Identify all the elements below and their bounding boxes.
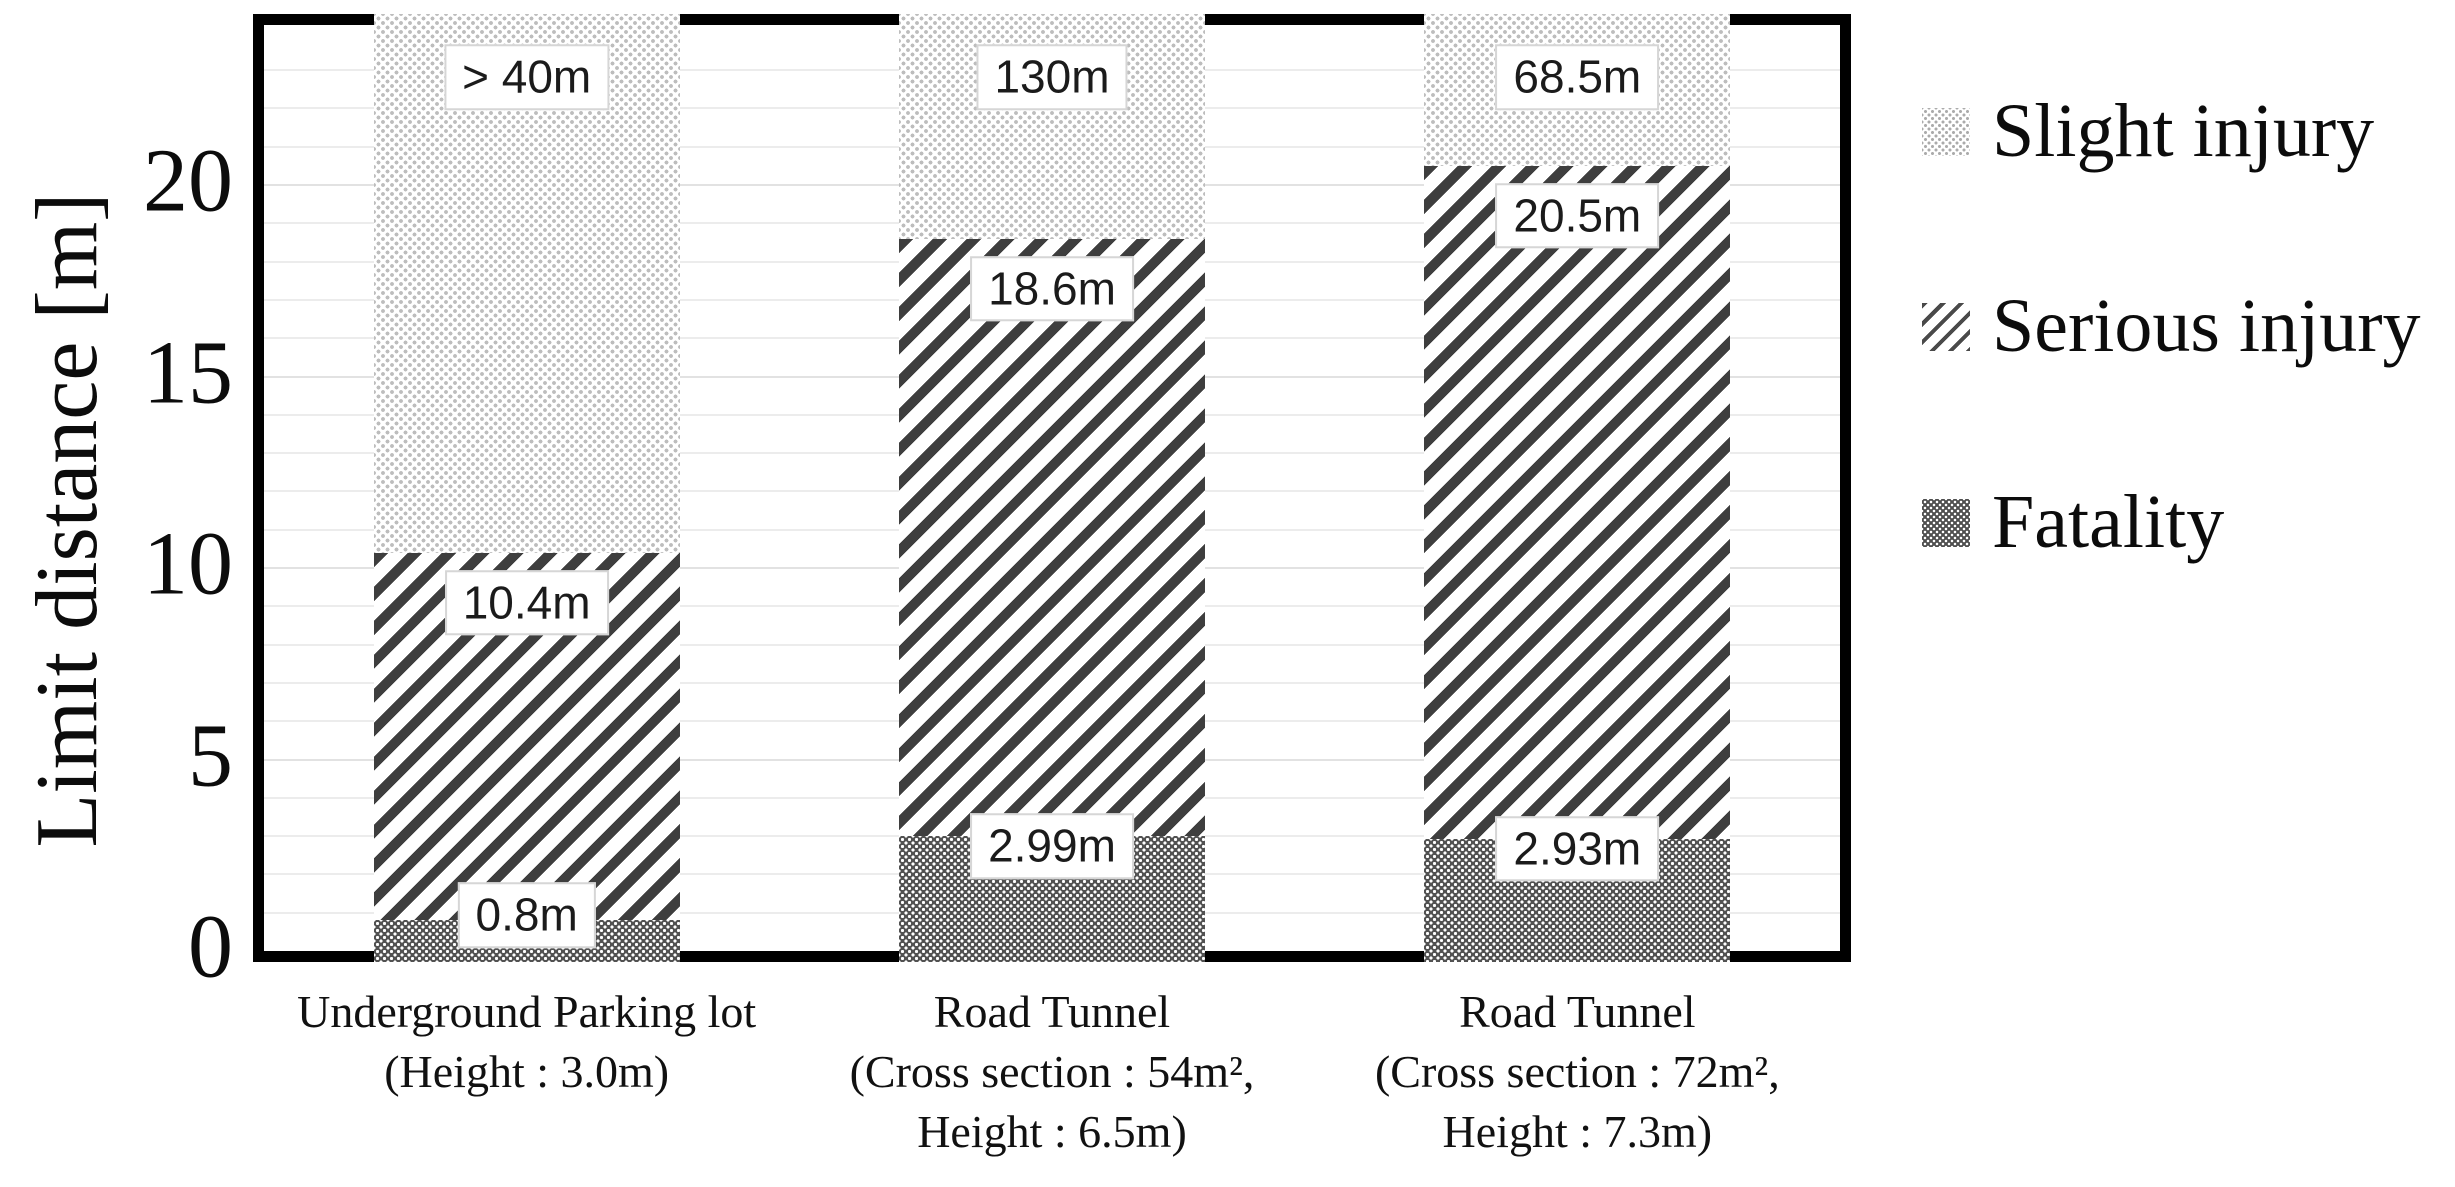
y-tick-label: 0 — [188, 897, 233, 997]
category-label-line: (Cross section : 54m², — [849, 1046, 1255, 1097]
legend-label: Fatality — [1992, 480, 2225, 565]
serious-injury-value-label: 18.6m — [970, 255, 1134, 322]
fatality-value-label: 0.8m — [457, 882, 596, 948]
category-label-line: (Cross section : 72m², — [1374, 1046, 1780, 1097]
category-label: Underground Parking lot (Height : 3.0m) — [247, 982, 807, 1102]
plot-area: > 40m 10.4m 0.8m 130m 18.6m 2.99m 68.5m 20.5m 2.… — [253, 14, 1851, 962]
bar-segment-serious-injury — [1424, 165, 1731, 839]
y-tick-label: 5 — [188, 705, 233, 805]
category-label: Road Tunnel (Cross section : 54m², Height … — [772, 982, 1332, 1162]
category-label-line: Height : 6.5m) — [917, 1106, 1187, 1157]
light-dots-swatch-icon — [1922, 108, 1970, 156]
dark-checker-swatch-icon — [1922, 499, 1970, 547]
slight-injury-value-label: 130m — [976, 44, 1128, 110]
serious-injury-value-label: 10.4m — [444, 569, 609, 636]
legend-item-fatality: Fatality — [1922, 478, 2224, 568]
legend-item-serious-injury: Serious injury — [1922, 282, 2421, 372]
slight-injury-value-label: > 40m — [444, 44, 610, 110]
legend-label: Serious injury — [1992, 284, 2421, 369]
fatality-value-label: 2.99m — [970, 813, 1134, 880]
category-label-line: Road Tunnel — [933, 986, 1171, 1037]
legend-item-slight-injury: Slight injury — [1922, 87, 2374, 177]
y-tick-label: 20 — [143, 131, 233, 231]
category-label-line: Road Tunnel — [1459, 986, 1696, 1037]
bar-segment-serious-injury — [899, 238, 1205, 837]
serious-injury-value-label: 20.5m — [1495, 183, 1660, 249]
y-tick-label: 10 — [143, 514, 233, 614]
fatality-value-label: 2.93m — [1495, 816, 1660, 882]
category-label-line: (Height : 3.0m) — [384, 1046, 670, 1097]
legend-label: Slight injury — [1992, 89, 2375, 174]
category-label-line: Height : 7.3m) — [1442, 1106, 1713, 1157]
category-label-line: Underground Parking lot — [297, 986, 757, 1037]
category-label: Road Tunnel (Cross section : 72m², Height … — [1297, 982, 1857, 1162]
slight-injury-value-label: 68.5m — [1495, 44, 1660, 110]
diagonal-hatch-swatch-icon — [1922, 303, 1970, 351]
y-tick-label: 15 — [143, 322, 233, 422]
